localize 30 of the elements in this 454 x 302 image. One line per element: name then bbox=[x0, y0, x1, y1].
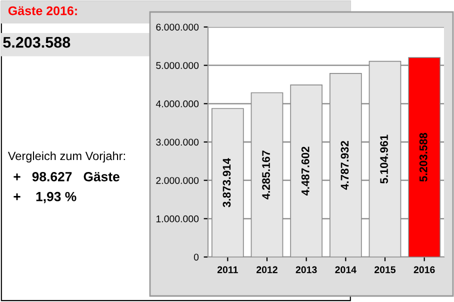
bar bbox=[250, 92, 284, 257]
x-tick-label: 2011 bbox=[217, 266, 238, 274]
text: + 1,93 % bbox=[14, 192, 76, 204]
bar bbox=[330, 73, 362, 257]
data-label: 4.285.167 bbox=[262, 150, 270, 200]
data-label: 3.873.914 bbox=[222, 158, 231, 208]
text: Gäste 2016: bbox=[8, 6, 77, 16]
bar bbox=[408, 57, 440, 257]
text: + 98.627 Gäste bbox=[14, 172, 120, 182]
text: 5.203.588 bbox=[3, 36, 70, 48]
y-tick-label: 4.000.000 bbox=[156, 100, 199, 108]
y-tick-label: 2.000.000 bbox=[156, 177, 199, 184]
y-tick-label: 0 bbox=[194, 254, 199, 261]
y-tick-label: 3.000.000 bbox=[156, 138, 199, 146]
y-tick-label: 5.000.000 bbox=[156, 62, 199, 69]
bar bbox=[212, 108, 244, 257]
x-tick-label: 2016 bbox=[414, 266, 435, 274]
x-tick-label: 2013 bbox=[296, 266, 317, 274]
x-tick-label: 2012 bbox=[256, 266, 278, 274]
bar bbox=[290, 84, 322, 257]
y-tick-label: 6.000.000 bbox=[156, 24, 199, 31]
text: Vergleich zum Vorjahr: bbox=[8, 151, 125, 162]
x-tick-label: 2014 bbox=[335, 266, 356, 274]
data-label: 5.203.588 bbox=[419, 132, 428, 182]
bar bbox=[368, 60, 402, 257]
y-tick-label: 1.000.000 bbox=[156, 215, 199, 222]
x-tick-label: 2015 bbox=[374, 266, 396, 274]
data-label: 4.787.932 bbox=[340, 140, 349, 190]
data-label: 4.487.602 bbox=[301, 146, 310, 196]
data-label: 5.104.961 bbox=[380, 134, 388, 184]
